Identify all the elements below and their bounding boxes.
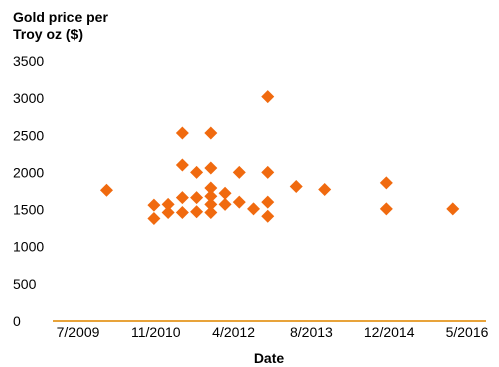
data-point (161, 206, 175, 220)
data-point (175, 191, 189, 205)
data-point (147, 211, 161, 225)
x-tick-label: 8/2013 (290, 324, 333, 340)
data-point (318, 183, 332, 197)
x-tick-label: 7/2009 (57, 324, 100, 340)
data-point (379, 176, 393, 190)
data-point (261, 90, 275, 104)
data-point (446, 202, 460, 216)
data-point (175, 206, 189, 220)
y-tick-label: 3000 (13, 90, 44, 106)
y-tick-label: 500 (13, 276, 37, 292)
data-point (379, 202, 393, 216)
y-tick-labels: 0 500 1000 1500 2000 2500 3000 3500 (13, 53, 44, 329)
y-axis-title: Gold price per Troy oz ($) (13, 9, 108, 42)
y-tick-label: 1500 (13, 202, 44, 218)
data-point (232, 165, 246, 179)
y-tick-label: 3500 (13, 53, 44, 69)
data-point (218, 186, 232, 200)
data-point (261, 209, 275, 223)
x-tick-labels: 7/2009 11/2010 4/2012 8/2013 12/2014 5/2016 (57, 324, 489, 340)
data-point (161, 197, 175, 211)
data-point (147, 198, 161, 212)
data-point (261, 165, 275, 179)
x-axis-title: Date (254, 350, 285, 366)
data-point (190, 191, 204, 205)
y-tick-label: 0 (13, 313, 21, 329)
data-point (232, 195, 246, 209)
data-point (190, 165, 204, 179)
data-markers (99, 90, 460, 225)
x-tick-label: 5/2016 (446, 324, 489, 340)
y-tick-label: 2000 (13, 164, 44, 180)
data-point (99, 183, 113, 197)
x-tick-label: 11/2010 (131, 324, 181, 340)
x-tick-label: 4/2012 (212, 324, 255, 340)
data-point (175, 158, 189, 172)
data-point (261, 195, 275, 209)
data-point (289, 180, 303, 194)
data-point (175, 126, 189, 140)
data-point (204, 197, 218, 211)
data-point (190, 205, 204, 219)
data-point (204, 189, 218, 203)
y-tick-label: 2500 (13, 127, 44, 143)
data-point (218, 197, 232, 211)
data-point (204, 161, 218, 175)
data-point (204, 181, 218, 195)
y-tick-label: 1000 (13, 239, 44, 255)
data-point (204, 206, 218, 220)
x-tick-label: 12/2014 (364, 324, 415, 340)
data-point (247, 202, 261, 216)
data-point (204, 126, 218, 140)
